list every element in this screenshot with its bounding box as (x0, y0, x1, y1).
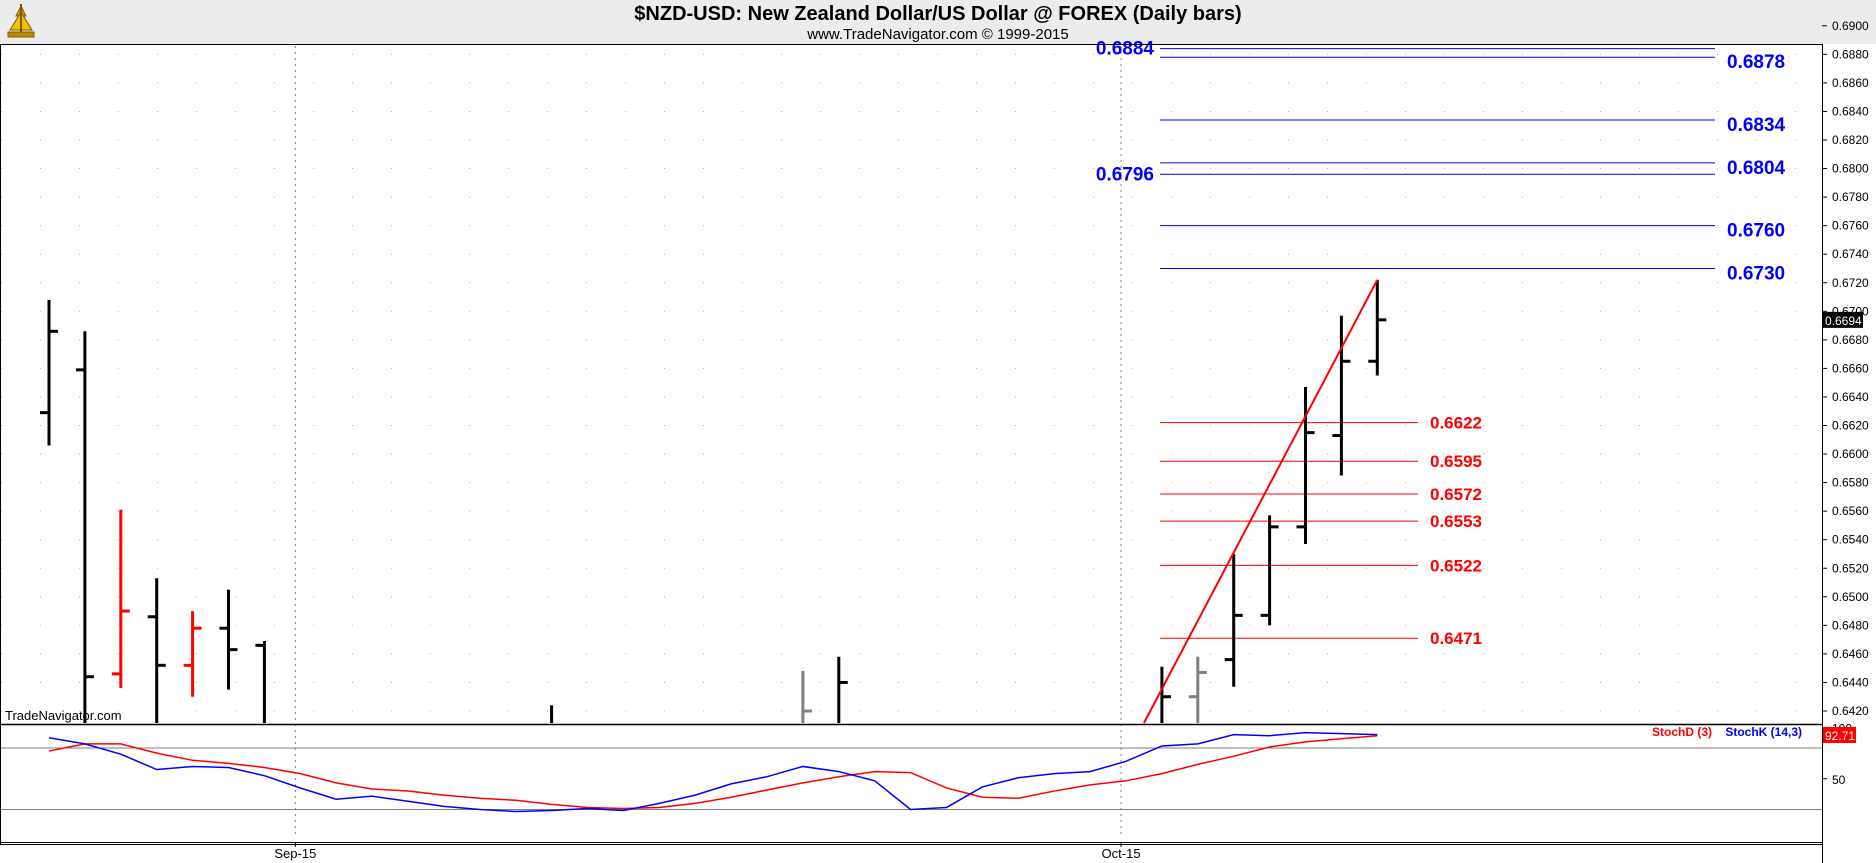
y-tick-label: 0.6600 (1832, 447, 1869, 461)
y-tick-label: 0.6900 (1832, 19, 1869, 33)
price-bar (219, 589, 238, 690)
price-bar (1224, 553, 1243, 687)
stoch-series-line (48, 734, 1378, 810)
price-bar (40, 299, 58, 446)
y-tick-label: 0.6880 (1832, 47, 1869, 61)
y-tick-label: 0.6580 (1832, 476, 1869, 490)
red-level-label: 0.6522 (1430, 556, 1482, 575)
price-bar (111, 509, 130, 689)
price-bar (837, 656, 848, 723)
y-tick-label: 0.6780 (1832, 190, 1869, 204)
red-level-label: 0.6572 (1430, 485, 1482, 504)
price-bar (550, 705, 554, 723)
red-level-label: 0.6622 (1430, 414, 1482, 433)
chart-header (0, 0, 1876, 44)
blue-level-label: 0.6804 (1727, 158, 1786, 179)
y-tick-label: 0.6680 (1832, 333, 1869, 347)
y-tick-label: 0.6800 (1832, 162, 1869, 176)
y-tick-label: 0.6640 (1832, 390, 1869, 404)
x-tick-label: Oct-15 (1102, 846, 1141, 861)
last-price-label: 0.6694 (1825, 314, 1862, 328)
legend-stochk: StochK (14,3) (1725, 725, 1802, 739)
price-bar (1160, 666, 1171, 723)
blue-level-label: 0.6884 (1096, 39, 1155, 60)
red-level-label: 0.6471 (1430, 629, 1482, 648)
x-tick-label: Sep-15 (274, 846, 316, 861)
price-bars (40, 279, 1387, 723)
price-levels: 0.6884 0.6878 0.6834 0.6804 0.6796 0.6760 0.67… (1096, 39, 1786, 649)
last-price-box (1823, 311, 1863, 328)
logo-icon (7, 4, 35, 38)
price-bar (801, 671, 812, 723)
stochastic-legend: StochD (3) StochK (14,3) (1652, 725, 1802, 739)
price-bar (1332, 315, 1351, 476)
y-tick-label: 0.6520 (1832, 561, 1869, 575)
y-tick-label: 0.6560 (1832, 504, 1869, 518)
blue-level-label: 0.6878 (1727, 52, 1785, 73)
red-level-label: 0.6595 (1430, 452, 1482, 471)
y-tick-label: 0.6740 (1832, 247, 1869, 261)
price-bar (1368, 279, 1387, 376)
chart-frame (0, 44, 1823, 863)
blue-level-label: 0.6730 (1727, 263, 1785, 284)
y-tick-label: 0.6500 (1832, 590, 1869, 604)
price-bar (1188, 656, 1207, 723)
price-axis: 0.6420 0.6440 0.6460 0.6480 0.6500 0.6520 0.65… (274, 19, 1869, 861)
y-tick-label: 0.6860 (1832, 76, 1869, 90)
y-tick-label: 0.6840 (1832, 104, 1869, 118)
y-tick-label: 0.6660 (1832, 361, 1869, 375)
trend-line (1143, 279, 1379, 724)
price-bar (183, 611, 202, 697)
y-tick-label: 0.6460 (1832, 647, 1869, 661)
price-bar (75, 331, 94, 723)
price-bar (255, 641, 266, 723)
main-grid (1, 46, 1822, 838)
y-tick-label: 0.6480 (1832, 618, 1869, 632)
y-tick-label: 0.6820 (1832, 133, 1869, 147)
y-tick-label: 0.6540 (1832, 533, 1869, 547)
blue-level-label: 0.6796 (1096, 164, 1154, 185)
blue-level-label: 0.6760 (1727, 221, 1785, 242)
price-bar (1260, 515, 1279, 626)
chart-subtitle: www.TradeNavigator.com © 1999-2015 (807, 26, 1069, 43)
red-level-label: 0.6553 (1430, 512, 1482, 531)
price-bar (1296, 386, 1315, 544)
y-tick-label: 0.6440 (1832, 675, 1869, 689)
trend-line (1143, 279, 1379, 724)
watermark: TradeNavigator.com (5, 708, 122, 723)
legend-stochd: StochD (3) (1652, 725, 1712, 739)
blue-level-label: 0.6834 (1727, 115, 1786, 136)
stoch-series-line (48, 731, 1378, 813)
last-stoch-box (1823, 726, 1856, 743)
chart-title: $NZD-USD: New Zealand Dollar/US Dollar @… (634, 3, 1242, 25)
y-tick-label: 0.6720 (1832, 276, 1869, 290)
osc-y-tick-label: 50 (1832, 773, 1846, 787)
y-tick-label: 0.6760 (1832, 219, 1869, 233)
last-stoch-label: 92.71 (1825, 729, 1855, 743)
price-bar (147, 578, 166, 723)
y-tick-label: 0.6620 (1832, 419, 1869, 433)
stochastic-lines (48, 731, 1378, 813)
y-tick-label: 0.6420 (1832, 704, 1869, 718)
